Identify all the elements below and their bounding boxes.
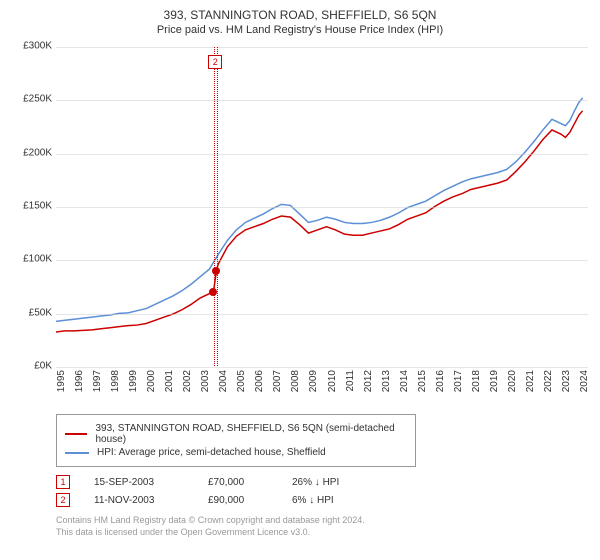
series-line bbox=[56, 98, 583, 321]
x-axis-tick: 2001 bbox=[164, 370, 175, 392]
x-axis-tick: 2006 bbox=[254, 370, 265, 392]
legend-swatch bbox=[65, 433, 87, 435]
event-pct: 6% ↓ HPI bbox=[292, 495, 352, 506]
event-row: 2 11-NOV-2003 £90,000 6% ↓ HPI bbox=[56, 493, 588, 507]
x-axis-tick: 2022 bbox=[543, 370, 554, 392]
x-axis-tick: 2020 bbox=[507, 370, 518, 392]
grid-line bbox=[56, 47, 588, 48]
x-axis-tick: 2019 bbox=[489, 370, 500, 392]
y-axis-tick: £200K bbox=[23, 147, 52, 158]
y-axis-tick: £300K bbox=[23, 41, 52, 52]
x-axis-tick: 2009 bbox=[308, 370, 319, 392]
x-axis-tick: 1999 bbox=[128, 370, 139, 392]
x-axis-tick: 2008 bbox=[290, 370, 301, 392]
legend-row: HPI: Average price, semi-detached house,… bbox=[65, 447, 407, 458]
chart-title: 393, STANNINGTON ROAD, SHEFFIELD, S6 5QN bbox=[12, 8, 588, 22]
x-axis-tick: 2007 bbox=[272, 370, 283, 392]
x-axis-tick: 2018 bbox=[471, 370, 482, 392]
grid-line bbox=[56, 100, 588, 101]
x-axis-tick: 2004 bbox=[218, 370, 229, 392]
sale-point bbox=[209, 288, 217, 296]
chart-area: £0K£50K£100K£150K£200K£250K£300K 2 bbox=[12, 46, 588, 366]
legend-swatch bbox=[65, 452, 89, 454]
grid-line bbox=[56, 207, 588, 208]
legend-text: HPI: Average price, semi-detached house,… bbox=[97, 447, 326, 458]
event-marker-box: 1 bbox=[56, 475, 70, 489]
y-axis-tick: £100K bbox=[23, 254, 52, 265]
x-axis-tick: 2012 bbox=[363, 370, 374, 392]
x-axis-tick: 2013 bbox=[381, 370, 392, 392]
sale-point bbox=[212, 267, 220, 275]
x-axis-tick: 1995 bbox=[56, 370, 67, 392]
event-date: 15-SEP-2003 bbox=[94, 477, 184, 488]
x-axis-tick: 2023 bbox=[561, 370, 572, 392]
x-axis-tick: 1997 bbox=[92, 370, 103, 392]
x-axis-tick: 2024 bbox=[579, 370, 590, 392]
x-axis-tick: 2000 bbox=[146, 370, 157, 392]
y-axis-tick: £250K bbox=[23, 94, 52, 105]
footnote-line-1: Contains HM Land Registry data © Crown c… bbox=[56, 515, 588, 527]
y-axis-tick: £50K bbox=[29, 307, 52, 318]
x-axis-tick: 2011 bbox=[345, 370, 356, 392]
y-axis: £0K£50K£100K£150K£200K£250K£300K bbox=[12, 46, 56, 366]
event-pct: 26% ↓ HPI bbox=[292, 477, 352, 488]
footnote-line-2: This data is licensed under the Open Gov… bbox=[56, 527, 588, 539]
x-axis-tick: 2002 bbox=[182, 370, 193, 392]
x-axis-tick: 2014 bbox=[399, 370, 410, 392]
x-axis-tick: 2010 bbox=[327, 370, 338, 392]
x-axis-tick: 2021 bbox=[525, 370, 536, 392]
chart-subtitle: Price paid vs. HM Land Registry's House … bbox=[12, 24, 588, 36]
event-date: 11-NOV-2003 bbox=[94, 495, 184, 506]
x-axis-tick: 2016 bbox=[435, 370, 446, 392]
legend-row: 393, STANNINGTON ROAD, SHEFFIELD, S6 5QN… bbox=[65, 423, 407, 445]
y-axis-tick: £0K bbox=[34, 361, 52, 372]
events-table: 1 15-SEP-2003 £70,000 26% ↓ HPI 2 11-NOV-2003… bbox=[56, 475, 588, 507]
y-axis-tick: £150K bbox=[23, 201, 52, 212]
event-price: £70,000 bbox=[208, 477, 268, 488]
x-axis-tick: 1996 bbox=[74, 370, 85, 392]
footnote: Contains HM Land Registry data © Crown c… bbox=[56, 515, 588, 538]
legend-text: 393, STANNINGTON ROAD, SHEFFIELD, S6 5QN… bbox=[95, 423, 407, 445]
x-axis-tick: 2015 bbox=[417, 370, 428, 392]
event-marker-on-chart: 2 bbox=[208, 55, 222, 69]
legend-box: 393, STANNINGTON ROAD, SHEFFIELD, S6 5QN… bbox=[56, 414, 416, 467]
x-axis: 1995 1996 1997 1998 1999 2000 2001 2002 2003 2004… bbox=[56, 366, 588, 406]
grid-line bbox=[56, 260, 588, 261]
event-row: 1 15-SEP-2003 £70,000 26% ↓ HPI bbox=[56, 475, 588, 489]
grid-line bbox=[56, 154, 588, 155]
plot-area: 2 bbox=[56, 46, 588, 366]
event-marker-box: 2 bbox=[56, 493, 70, 507]
x-axis-tick: 2003 bbox=[200, 370, 211, 392]
event-price: £90,000 bbox=[208, 495, 268, 506]
series-line bbox=[56, 111, 583, 332]
x-axis-tick: 2017 bbox=[453, 370, 464, 392]
x-axis-tick: 2005 bbox=[236, 370, 247, 392]
grid-line bbox=[56, 314, 588, 315]
x-axis-tick: 1998 bbox=[110, 370, 121, 392]
